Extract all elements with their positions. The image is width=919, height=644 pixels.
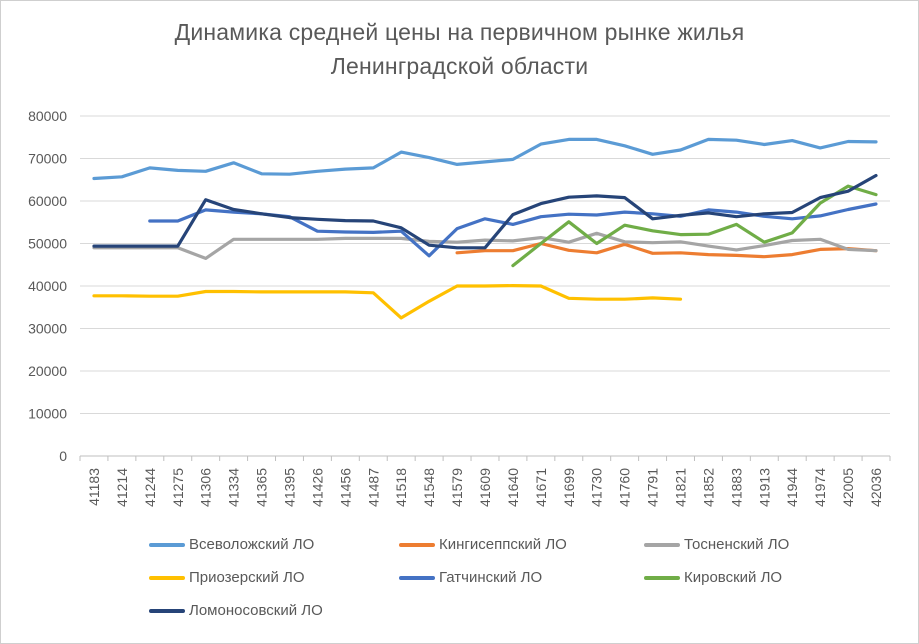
x-axis-label: 41518 (393, 468, 409, 507)
y-axis-label: 50000 (28, 236, 67, 252)
x-axis-label: 41334 (226, 468, 242, 507)
x-axis-label: 41974 (812, 468, 828, 507)
x-axis-label: 41609 (477, 468, 493, 507)
legend-item-kingiseppsky: Кингисеппский ЛО (399, 528, 644, 561)
legend-item-vsevolozhsky: Всеволожский ЛО (149, 528, 399, 561)
x-axis-label: 41852 (700, 468, 716, 507)
x-axis-label: 41699 (561, 468, 577, 507)
series-line-lomonosovsky (92, 173, 878, 250)
x-axis-label: 41456 (337, 468, 353, 507)
legend-swatch-lomonosovsky (149, 608, 185, 613)
y-axis-label: 80000 (28, 108, 67, 124)
series-line-vsevolozhsky (92, 137, 878, 181)
legend-item-priozersky: Приозерский ЛО (149, 561, 399, 594)
legend-label-priozersky: Приозерский ЛО (189, 569, 305, 586)
x-axis-label: 41487 (365, 468, 381, 507)
legend-label-vsevolozhsky: Всеволожский ЛО (189, 536, 315, 553)
legend-label-lomonosovsky: Ломоносовский ЛО (189, 602, 323, 619)
x-axis-label: 41883 (728, 468, 744, 507)
x-axis-label: 41579 (449, 468, 465, 507)
x-axis-label: 42036 (868, 468, 884, 507)
x-axis-label: 41214 (114, 468, 130, 507)
x-axis-label: 41365 (254, 468, 270, 507)
x-axis-label: 41791 (645, 468, 661, 507)
x-axis-label: 41426 (309, 468, 325, 507)
x-axis-label: 41183 (86, 468, 102, 506)
x-axis-label: 42005 (840, 468, 856, 507)
y-axis-label: 30000 (28, 321, 67, 337)
y-axis-label: 70000 (28, 151, 67, 167)
y-axis-label: 10000 (28, 406, 67, 422)
chart-title: Динамика средней цены на первичном рынке… (90, 15, 830, 83)
legend-swatch-tosnensky (644, 542, 680, 547)
series-line-priozersky (92, 284, 683, 320)
chart-title-line1: Динамика средней цены на первичном рынке… (174, 19, 745, 45)
x-axis-label: 41760 (617, 468, 633, 507)
x-axis-label: 41306 (198, 468, 214, 507)
x-axis-label: 41913 (756, 468, 772, 507)
y-axis-label: 20000 (28, 363, 67, 379)
y-axis-label: 40000 (28, 278, 67, 294)
y-axis-label: 0 (59, 448, 67, 464)
x-axis-label: 41275 (170, 468, 186, 507)
legend-item-tosnensky: Тосненский ЛО (644, 528, 829, 561)
legend-label-kingiseppsky: Кингисеппский ЛО (439, 536, 567, 553)
chart-legend: Всеволожский ЛО Кингисеппский ЛО Тосненски… (149, 528, 829, 627)
legend-item-kirovsky: Кировский ЛО (644, 561, 829, 594)
x-axis-label: 41244 (142, 468, 158, 507)
x-axis-label: 41548 (421, 468, 437, 507)
x-axis-label: 41944 (784, 468, 800, 507)
series-line-kingiseppsky (455, 241, 878, 259)
legend-item-lomonosovsky: Ломоносовский ЛО (149, 594, 399, 627)
legend-swatch-vsevolozhsky (149, 542, 185, 547)
y-axis-label: 60000 (28, 193, 67, 209)
legend-label-gatchinsky: Гатчинский ЛО (439, 569, 543, 586)
legend-label-tosnensky: Тосненский ЛО (684, 536, 790, 553)
x-axis-label: 41821 (673, 468, 689, 507)
x-axis-label: 41640 (505, 468, 521, 507)
legend-swatch-kingiseppsky (399, 542, 435, 547)
series-line-kirovsky (511, 184, 878, 268)
legend-swatch-priozersky (149, 575, 185, 580)
legend-label-kirovsky: Кировский ЛО (684, 569, 783, 586)
legend-swatch-kirovsky (644, 575, 680, 580)
x-axis-label: 41730 (589, 468, 605, 507)
series-line-tosnensky (92, 231, 878, 260)
legend-swatch-gatchinsky (399, 575, 435, 580)
chart-title-line2: Ленинградской области (330, 53, 589, 79)
legend-item-gatchinsky: Гатчинский ЛО (399, 561, 644, 594)
x-axis-label: 41671 (533, 468, 549, 507)
x-axis-label: 41395 (282, 468, 298, 507)
